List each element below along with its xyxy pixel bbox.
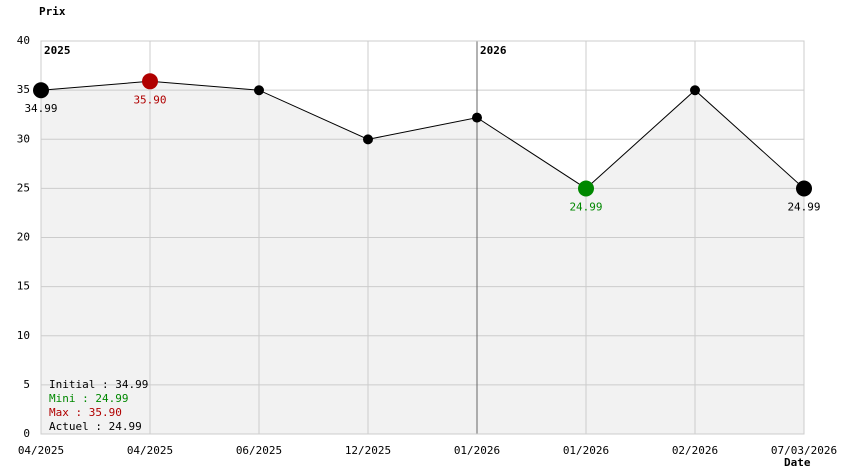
x-tick-label: 04/2025 xyxy=(18,444,64,457)
data-point xyxy=(472,112,482,123)
plot-border xyxy=(40,40,805,435)
data-point xyxy=(33,82,49,99)
y-tick-label: 0 xyxy=(23,427,30,440)
y-tick-label: 10 xyxy=(17,329,30,342)
summary-line: Max : 35.90 xyxy=(49,406,122,419)
data-label: 24.99 xyxy=(569,200,602,213)
summary-line: Initial : 34.99 xyxy=(49,378,148,391)
data-label: 34.99 xyxy=(24,102,57,115)
data-point xyxy=(690,85,700,96)
data-point xyxy=(254,85,264,96)
y-axis-label: Prix xyxy=(39,5,66,18)
x-tick-label: 01/2026 xyxy=(454,444,500,457)
data-label: 24.99 xyxy=(787,200,820,213)
summary-line: Actuel : 24.99 xyxy=(49,420,142,433)
x-tick-label: 02/2026 xyxy=(672,444,718,457)
x-tick-label: 06/2025 xyxy=(236,444,282,457)
summary-line: Mini : 24.99 xyxy=(49,392,128,405)
x-tick-label: 01/2026 xyxy=(563,444,609,457)
y-tick-label: 30 xyxy=(17,132,30,145)
x-axis-label: Date xyxy=(784,456,811,469)
area xyxy=(41,81,804,434)
year-label: 2025 xyxy=(44,44,71,57)
data-label: 35.90 xyxy=(133,93,166,106)
data-point xyxy=(578,180,594,197)
y-tick-label: 40 xyxy=(17,34,30,47)
x-tick-label: 12/2025 xyxy=(345,444,391,457)
y-tick-label: 20 xyxy=(17,231,30,244)
y-tick-label: 15 xyxy=(17,280,30,293)
data-point xyxy=(142,73,158,90)
y-tick-label: 5 xyxy=(23,378,30,391)
x-tick-label: 04/2025 xyxy=(127,444,173,457)
x-tick-label: 07/03/2026 xyxy=(771,444,837,457)
line xyxy=(40,80,805,190)
y-tick-label: 25 xyxy=(17,181,30,194)
year-label: 2026 xyxy=(480,44,507,57)
y-tick-label: 35 xyxy=(17,83,30,96)
data-point xyxy=(796,180,812,197)
data-point xyxy=(363,134,373,145)
